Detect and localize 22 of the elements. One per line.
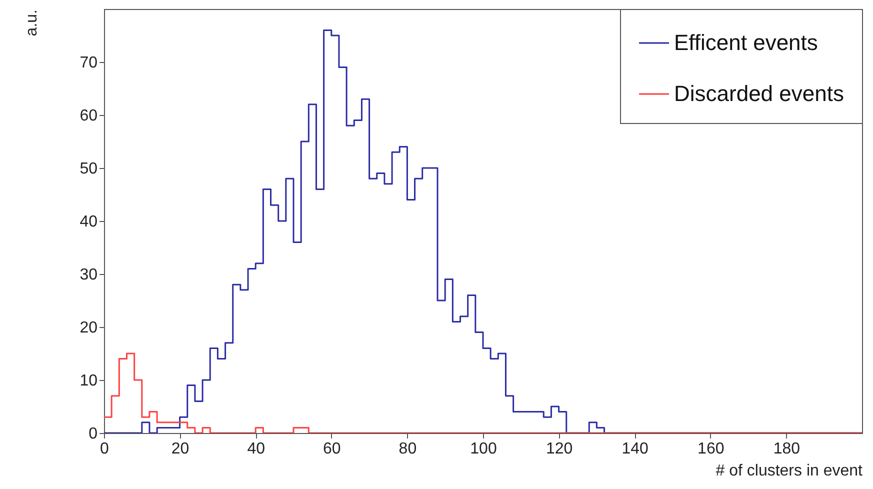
y-tick-label: 20 bbox=[80, 320, 98, 336]
x-tick-label: 140 bbox=[622, 440, 649, 458]
x-axis-title: # of clusters in event bbox=[716, 462, 864, 480]
x-tick-label: 100 bbox=[470, 440, 497, 458]
legend-label: Efficent events bbox=[674, 30, 818, 55]
x-tick-label: 20 bbox=[171, 440, 190, 458]
x-tick-label: 40 bbox=[247, 440, 266, 458]
y-tick-label: 10 bbox=[80, 372, 98, 390]
x-tick-label: 60 bbox=[323, 440, 341, 458]
x-tick-label: 120 bbox=[546, 440, 573, 458]
y-tick-label: 0 bbox=[88, 426, 98, 442]
y-axis-title: a.u. bbox=[24, 10, 41, 36]
y-tick-label: 60 bbox=[80, 108, 98, 124]
x-tick-label: 0 bbox=[100, 440, 110, 458]
x-tick-label: 160 bbox=[698, 440, 724, 458]
y-tick-label: 40 bbox=[80, 214, 98, 230]
x-tick-label: 180 bbox=[773, 440, 800, 458]
y-tick-label: 70 bbox=[80, 54, 98, 72]
legend-label: Discarded events bbox=[674, 81, 844, 106]
y-tick-label: 50 bbox=[80, 160, 98, 178]
x-tick-label: 80 bbox=[398, 440, 417, 458]
y-tick-label: 30 bbox=[80, 266, 98, 284]
